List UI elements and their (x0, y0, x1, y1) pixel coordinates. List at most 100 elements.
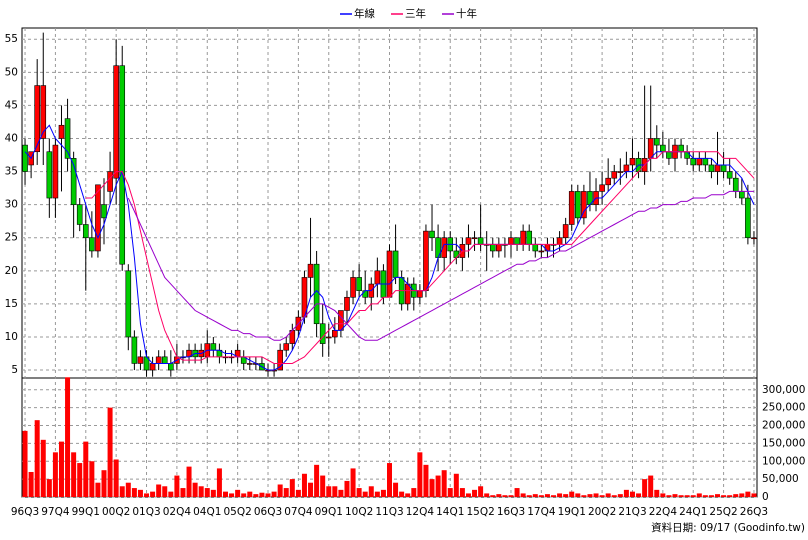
volume-bar (690, 495, 696, 497)
volume-bar (751, 493, 757, 497)
volume-bar (526, 495, 532, 497)
volume-bar (71, 452, 77, 497)
volume-bar (119, 486, 125, 497)
candle-body (131, 336, 138, 364)
volume-bar (581, 495, 587, 497)
candle-body (623, 164, 630, 172)
x-tick-label: 20Q2 (588, 506, 616, 518)
y-tick-label: 15 (5, 298, 18, 310)
x-tick-label: 99Q1 (72, 506, 100, 518)
volume-bar (642, 479, 648, 497)
x-tick-label: 16Q3 (497, 506, 525, 518)
candle-body (477, 237, 484, 245)
y-tick-label: 25 (5, 232, 18, 244)
volume-bar (89, 461, 95, 497)
candle-body (392, 250, 399, 278)
volume-bar (520, 493, 526, 497)
x-tick-label: 10Q2 (345, 506, 373, 518)
y-tick-label: 35 (5, 166, 18, 178)
volume-bar (472, 489, 478, 497)
candle-body (22, 144, 28, 172)
volume-bar (156, 484, 162, 497)
candle-body (76, 204, 83, 225)
volume-bar (387, 463, 392, 497)
y-tick-label: 45 (5, 99, 18, 111)
volume-bar (593, 493, 599, 497)
candle-body (562, 224, 569, 239)
candle-body (611, 171, 618, 179)
y2-tick-label: 0 (762, 491, 769, 503)
y-tick-label: 40 (5, 132, 18, 144)
candle-body (246, 363, 253, 365)
volume-bar (611, 495, 617, 497)
x-tick-label: 97Q4 (41, 506, 70, 518)
candle-body (732, 177, 739, 192)
ma-line (127, 190, 754, 341)
volume-bar (314, 464, 320, 497)
volume-bar (137, 489, 143, 497)
volume-bar (77, 463, 83, 497)
x-tick-label: 24Q1 (679, 506, 707, 518)
candle-body (496, 244, 502, 252)
candle-body (386, 250, 393, 298)
y2-tick-label: 200,000 (762, 420, 805, 432)
volume-bar (490, 495, 496, 497)
volume-bar (654, 489, 660, 497)
x-tick-label: 25Q2 (709, 506, 737, 518)
volume-bar (320, 475, 326, 497)
volume-bar (605, 493, 611, 497)
volume-bar (180, 488, 186, 497)
x-tick-label: 96Q3 (11, 506, 39, 518)
volume-bar (40, 439, 46, 497)
volume-bar (435, 475, 441, 497)
x-tick-label: 05Q2 (223, 506, 251, 518)
candle-body (313, 263, 320, 325)
volume-bar (465, 493, 471, 497)
volume-bar (326, 486, 332, 497)
candle-body (465, 237, 472, 245)
candle-body (629, 158, 636, 166)
volume-bar (125, 482, 131, 497)
volume-bar (301, 473, 307, 497)
volume-bar (216, 468, 222, 497)
candle-body (599, 184, 605, 192)
volume-bar (708, 495, 714, 497)
y-tick-label: 55 (5, 33, 18, 45)
volume-bar (259, 492, 265, 497)
candle-body (653, 138, 660, 146)
volume-bar (350, 468, 356, 497)
volume-bar (368, 486, 374, 497)
volume-bar (229, 493, 235, 497)
candle-body (338, 310, 344, 331)
volume-bar (496, 494, 502, 497)
volume-bar (356, 488, 362, 497)
candle-body (374, 270, 381, 285)
volume-bar (617, 494, 623, 497)
candle-body (489, 244, 496, 252)
volume-bar (210, 489, 216, 497)
candle-body (453, 250, 460, 258)
candle-body (58, 124, 65, 139)
y-tick-label: 10 (5, 331, 18, 343)
candle-body (568, 191, 575, 225)
volume-bar (727, 495, 733, 497)
volume-bar (362, 491, 368, 497)
volume-bar (271, 491, 277, 497)
x-tick-label: 02Q4 (163, 506, 192, 518)
footer: 資料日期: 09/17 (Goodinfo.tw) (651, 521, 805, 534)
candle-body (64, 118, 71, 159)
candle-body (344, 296, 350, 311)
candle-body (514, 237, 520, 245)
x-tick-label: 22Q4 (649, 506, 678, 518)
volume-bar (46, 479, 52, 497)
volume-bar (544, 494, 550, 497)
volume-bar (28, 471, 34, 497)
volume-bar (666, 495, 672, 497)
volume-bar (623, 489, 629, 497)
y-tick-label: 20 (5, 265, 18, 277)
candle-body (726, 171, 733, 179)
candle-body (113, 65, 119, 179)
volume-bar (204, 488, 210, 497)
volume-bar (715, 494, 721, 497)
candle-body (714, 164, 721, 172)
